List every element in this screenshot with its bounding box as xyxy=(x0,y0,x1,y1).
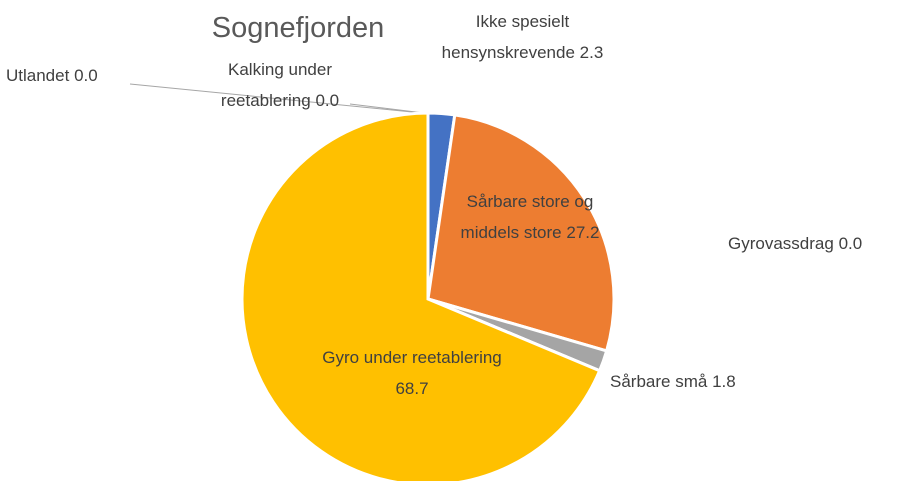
data-label: Gyro under reetablering 68.7 xyxy=(312,342,512,404)
label-name: Utlandet xyxy=(6,66,70,85)
label-value: 0.0 xyxy=(838,234,863,253)
pie-slice xyxy=(426,113,616,353)
data-label: Ikke spesielt hensynskrevende 2.3 xyxy=(425,6,620,68)
label-value: 1.8 xyxy=(712,372,736,391)
data-label: Kalking under reetablering 0.0 xyxy=(190,54,370,116)
data-label: Sårbare små 1.8 xyxy=(610,366,790,397)
data-label: Sårbare store og middels store 27.2 xyxy=(440,186,620,248)
label-name: Gyrovassdrag xyxy=(728,234,834,253)
label-name: Ikke spesielt hensynskrevende xyxy=(441,12,575,62)
label-value: 0.0 xyxy=(74,66,98,85)
pie-slice xyxy=(240,111,602,481)
label-name: Sårbare små xyxy=(610,372,708,391)
label-value: 2.3 xyxy=(579,43,604,62)
data-label: Gyrovassdrag 0.0 xyxy=(728,228,902,259)
label-value: 68.7 xyxy=(395,379,429,398)
label-name: Gyro under reetablering xyxy=(322,348,502,367)
leader-line xyxy=(129,83,433,115)
data-label: Utlandet 0.0 xyxy=(6,60,156,91)
label-value: 0.0 xyxy=(315,91,340,110)
label-value: 27.2 xyxy=(566,223,600,242)
label-name: Kalking under reetablering xyxy=(220,60,332,110)
chart-title: Sognefjorden xyxy=(211,12,385,44)
label-name: Sårbare store og middels store xyxy=(460,192,594,242)
